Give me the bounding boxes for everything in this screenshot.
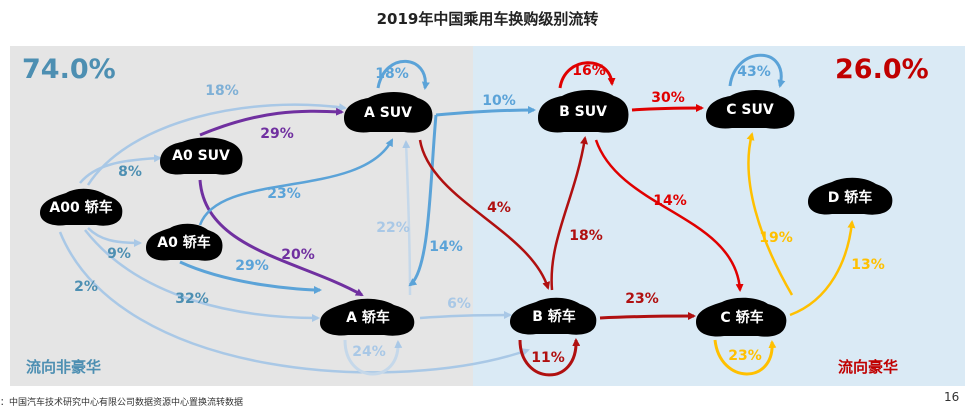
pct-csuv-self: 43%	[737, 64, 771, 80]
pct-b-to-bsuv: 18%	[569, 228, 603, 244]
pct-a00-to-b: 2%	[74, 279, 98, 295]
flow-a-to-asuv	[402, 140, 412, 296]
flow-c-to-csuv	[746, 132, 794, 296]
pct-bsuv-to-csuv: 30%	[651, 90, 685, 106]
node-a00-sedan: A00 轿车	[36, 183, 126, 231]
pct-asuv-to-b: 4%	[487, 200, 511, 216]
flow-a00-to-a0suv	[79, 154, 162, 184]
flow-c-self	[713, 339, 777, 376]
node-a-suv: A SUV	[340, 88, 436, 138]
flow-a0-to-asuv	[198, 138, 394, 226]
pct-asuv-to-bsuv: 10%	[482, 93, 516, 109]
diagram-title: 2019年中国乘用车换购级别流转	[376, 10, 599, 28]
node-d-sedan: D 轿车	[804, 174, 896, 220]
luxury-share: 26.0%	[835, 54, 929, 85]
flow-a0-to-a	[179, 260, 322, 294]
flow-bsuv-to-c	[594, 139, 744, 292]
flow-csuv-self	[728, 53, 786, 88]
pct-b-to-c: 23%	[625, 291, 659, 307]
pct-a0-to-asuv: 23%	[267, 186, 301, 202]
flow-a00-to-a0	[87, 227, 142, 247]
pct-a00-to-a: 32%	[175, 291, 209, 307]
node-a-sedan: A 轿车	[316, 293, 420, 341]
page-number: 16	[944, 390, 960, 404]
pct-a-to-b: 6%	[447, 296, 471, 312]
pct-c-self: 23%	[728, 348, 762, 364]
pct-c-to-csuv: 19%	[759, 230, 793, 246]
flow-asuv-to-a	[408, 114, 438, 287]
pct-a00-to-a0suv: 8%	[118, 164, 142, 180]
flow-c-to-d	[789, 220, 856, 317]
node-a0-sedan: A0 轿车	[142, 220, 226, 264]
flow-a0suv-to-asuv	[199, 107, 344, 137]
pct-a0suv-to-a: 20%	[281, 247, 315, 263]
non-luxury-label: 流向非豪华	[26, 358, 102, 376]
pct-b-self: 11%	[531, 350, 565, 366]
flow-a0suv-to-a	[198, 179, 364, 297]
node-c-suv: C SUV	[702, 86, 798, 134]
pct-a-self: 24%	[352, 344, 386, 360]
luxury-label: 流向豪华	[838, 358, 899, 376]
flow-a-to-b	[419, 311, 512, 320]
flow-b-to-bsuv	[550, 136, 588, 291]
flow-a00-to-b	[58, 231, 530, 374]
pct-a00-to-asuv: 18%	[205, 83, 239, 99]
flow-b-to-c	[599, 312, 696, 321]
flow-a-self	[343, 339, 403, 376]
flow-bsuv-self	[558, 61, 616, 89]
pct-asuv-to-a: 14%	[429, 239, 463, 255]
flow-asuv-self	[376, 59, 430, 90]
node-b-suv: B SUV	[534, 86, 632, 138]
pct-asuv-self: 18%	[375, 66, 409, 82]
source-footnote: ：中国汽车技术研究中心有限公司数据资源中心置换流转数据	[0, 398, 244, 408]
flow-a00-to-a	[84, 229, 320, 322]
node-c-sedan: C 轿车	[692, 292, 792, 342]
node-a0-suv: A0 SUV	[156, 134, 246, 178]
pct-a0suv-to-asuv: 29%	[260, 126, 294, 142]
flow-b-self	[518, 338, 581, 377]
node-b-sedan: B 轿车	[506, 292, 602, 340]
pct-bsuv-self: 16%	[572, 63, 606, 79]
non-luxury-share: 74.0%	[22, 54, 116, 85]
flow-asuv-to-bsuv	[435, 106, 536, 117]
pct-a0-to-a: 29%	[235, 258, 269, 274]
flow-asuv-to-b	[418, 139, 551, 290]
flow-bsuv-to-csuv	[631, 104, 704, 113]
pct-a00-to-a0: 9%	[107, 246, 131, 262]
pct-a-to-asuv: 22%	[376, 220, 410, 236]
pct-bsuv-to-c: 14%	[653, 193, 687, 209]
pct-c-to-d: 13%	[851, 257, 885, 273]
flow-a00-to-asuv	[86, 103, 347, 186]
